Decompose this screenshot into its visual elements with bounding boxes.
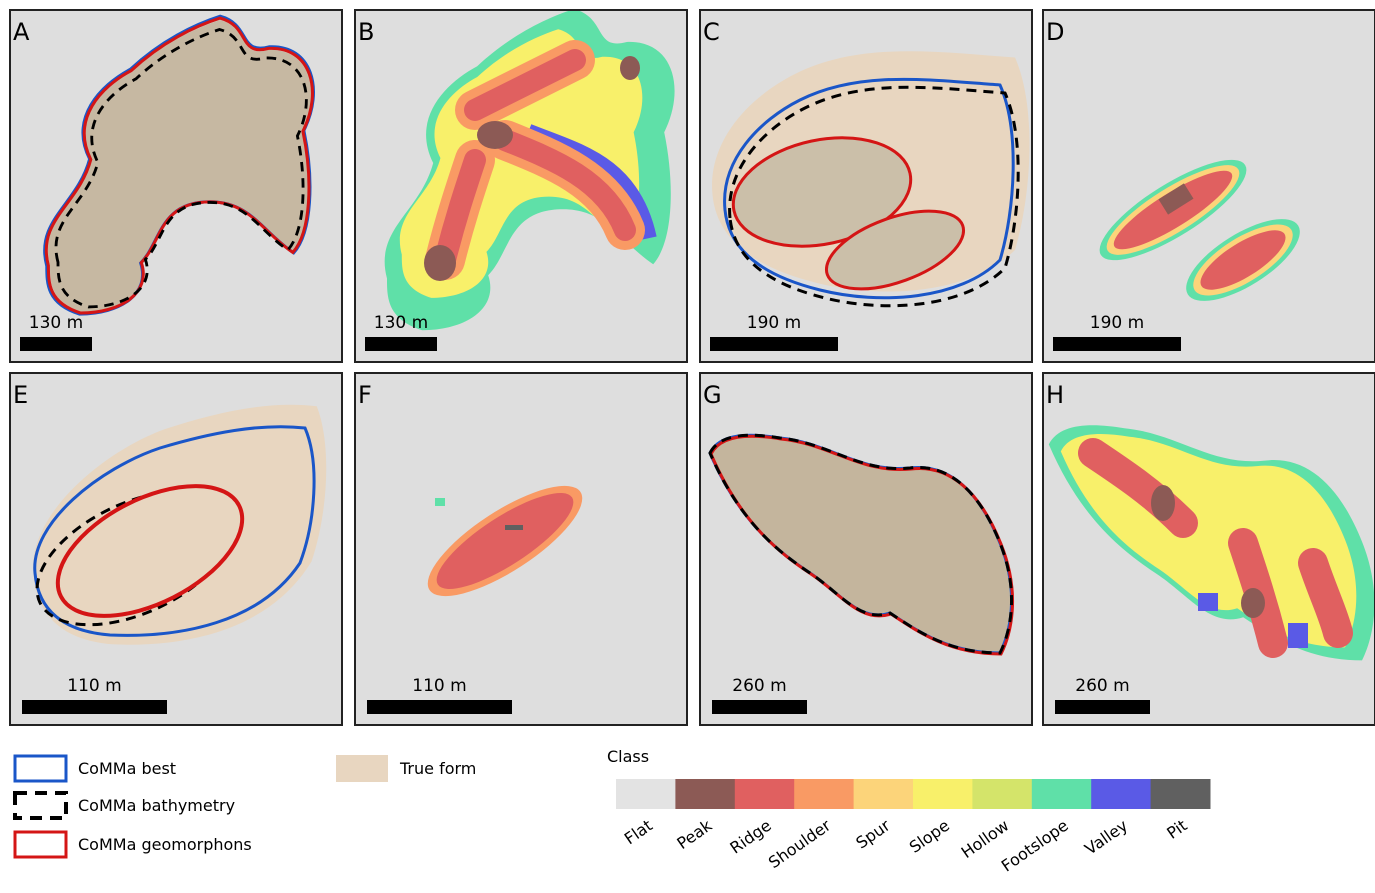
class-swatch [1032,779,1092,809]
class-swatch [794,779,854,809]
class-area [1241,588,1265,618]
scale-bar [20,337,92,351]
class-area [505,525,523,530]
panel-letter: E [13,381,28,409]
panel-letter: G [703,381,722,409]
scale-label: 260 m [1075,676,1129,696]
class-label: Shoulder [765,815,835,872]
scale-label: 130 m [29,313,83,333]
legend-swatch-true-form [336,755,388,782]
class-label: Valley [1081,816,1131,859]
class-legend-title: Class [607,747,649,766]
class-swatch [1151,779,1211,809]
scale-label: 110 m [412,676,466,696]
class-label: Flat [621,816,656,849]
legend-label: CoMMa bathymetry [78,796,235,815]
class-area [435,498,445,506]
scale-label: 110 m [67,676,121,696]
class-label: Ridge [726,816,774,858]
class-label: Footslope [998,816,1072,876]
class-swatch [913,779,973,809]
map-panel: A 130 m [10,10,342,362]
panel-letter: A [13,18,30,46]
figure: A 130 m B 130 m C 190 m D 190 m E 110 m F 110 m G 260… [0,0,1375,889]
map-panel: G 260 m [700,373,1032,725]
scale-bar [1053,337,1181,351]
map-panel: B 130 m [355,9,687,362]
map-panel: H 260 m [1043,373,1375,725]
legend-label: CoMMa best [78,759,176,778]
class-area [1151,485,1175,521]
class-area [620,56,640,80]
legend-swatch-bathymetry [15,793,66,818]
panels: A 130 m B 130 m C 190 m D 190 m E 110 m F 110 m G 260… [10,9,1375,725]
map-panel: C 190 m [700,10,1032,362]
scale-label: 190 m [747,313,801,333]
class-label: Pit [1163,816,1190,843]
legend-label: True form [399,759,476,778]
class-area [1288,623,1308,648]
class-swatch [675,779,735,809]
panel-letter: D [1046,18,1064,46]
class-label: Peak [673,815,716,853]
scale-bar [712,700,807,714]
panel-letter: H [1046,381,1064,409]
legend-label: CoMMa geomorphons [78,835,252,854]
class-swatch [1091,779,1151,809]
scale-bar [365,337,437,351]
scale-label: 260 m [732,676,786,696]
class-swatch [972,779,1032,809]
legend-swatch-geomorphons [15,832,66,857]
scale-label: 190 m [1090,313,1144,333]
scale-bar [710,337,838,351]
panel-letter: C [703,18,720,46]
map-panel: E 110 m [10,373,342,725]
scale-bar [1055,700,1150,714]
legend-swatch-best [15,756,66,781]
class-swatch [854,779,914,809]
map-panel: D 190 m [1043,10,1375,362]
class-area [1198,593,1218,611]
class-area [477,121,513,149]
map-panel: F 110 m [355,373,687,725]
scale-bar [367,700,512,714]
scale-bar [22,700,167,714]
panel-letter: F [358,381,372,409]
class-swatch [735,779,795,809]
class-label: Spur [852,815,894,852]
panel-letter: B [358,18,374,46]
class-label: Slope [906,816,953,857]
class-swatch [616,779,676,809]
class-area [424,245,456,281]
scale-label: 130 m [374,313,428,333]
outline-legend: CoMMa best CoMMa bathymetry CoMMa geomor… [15,755,476,857]
